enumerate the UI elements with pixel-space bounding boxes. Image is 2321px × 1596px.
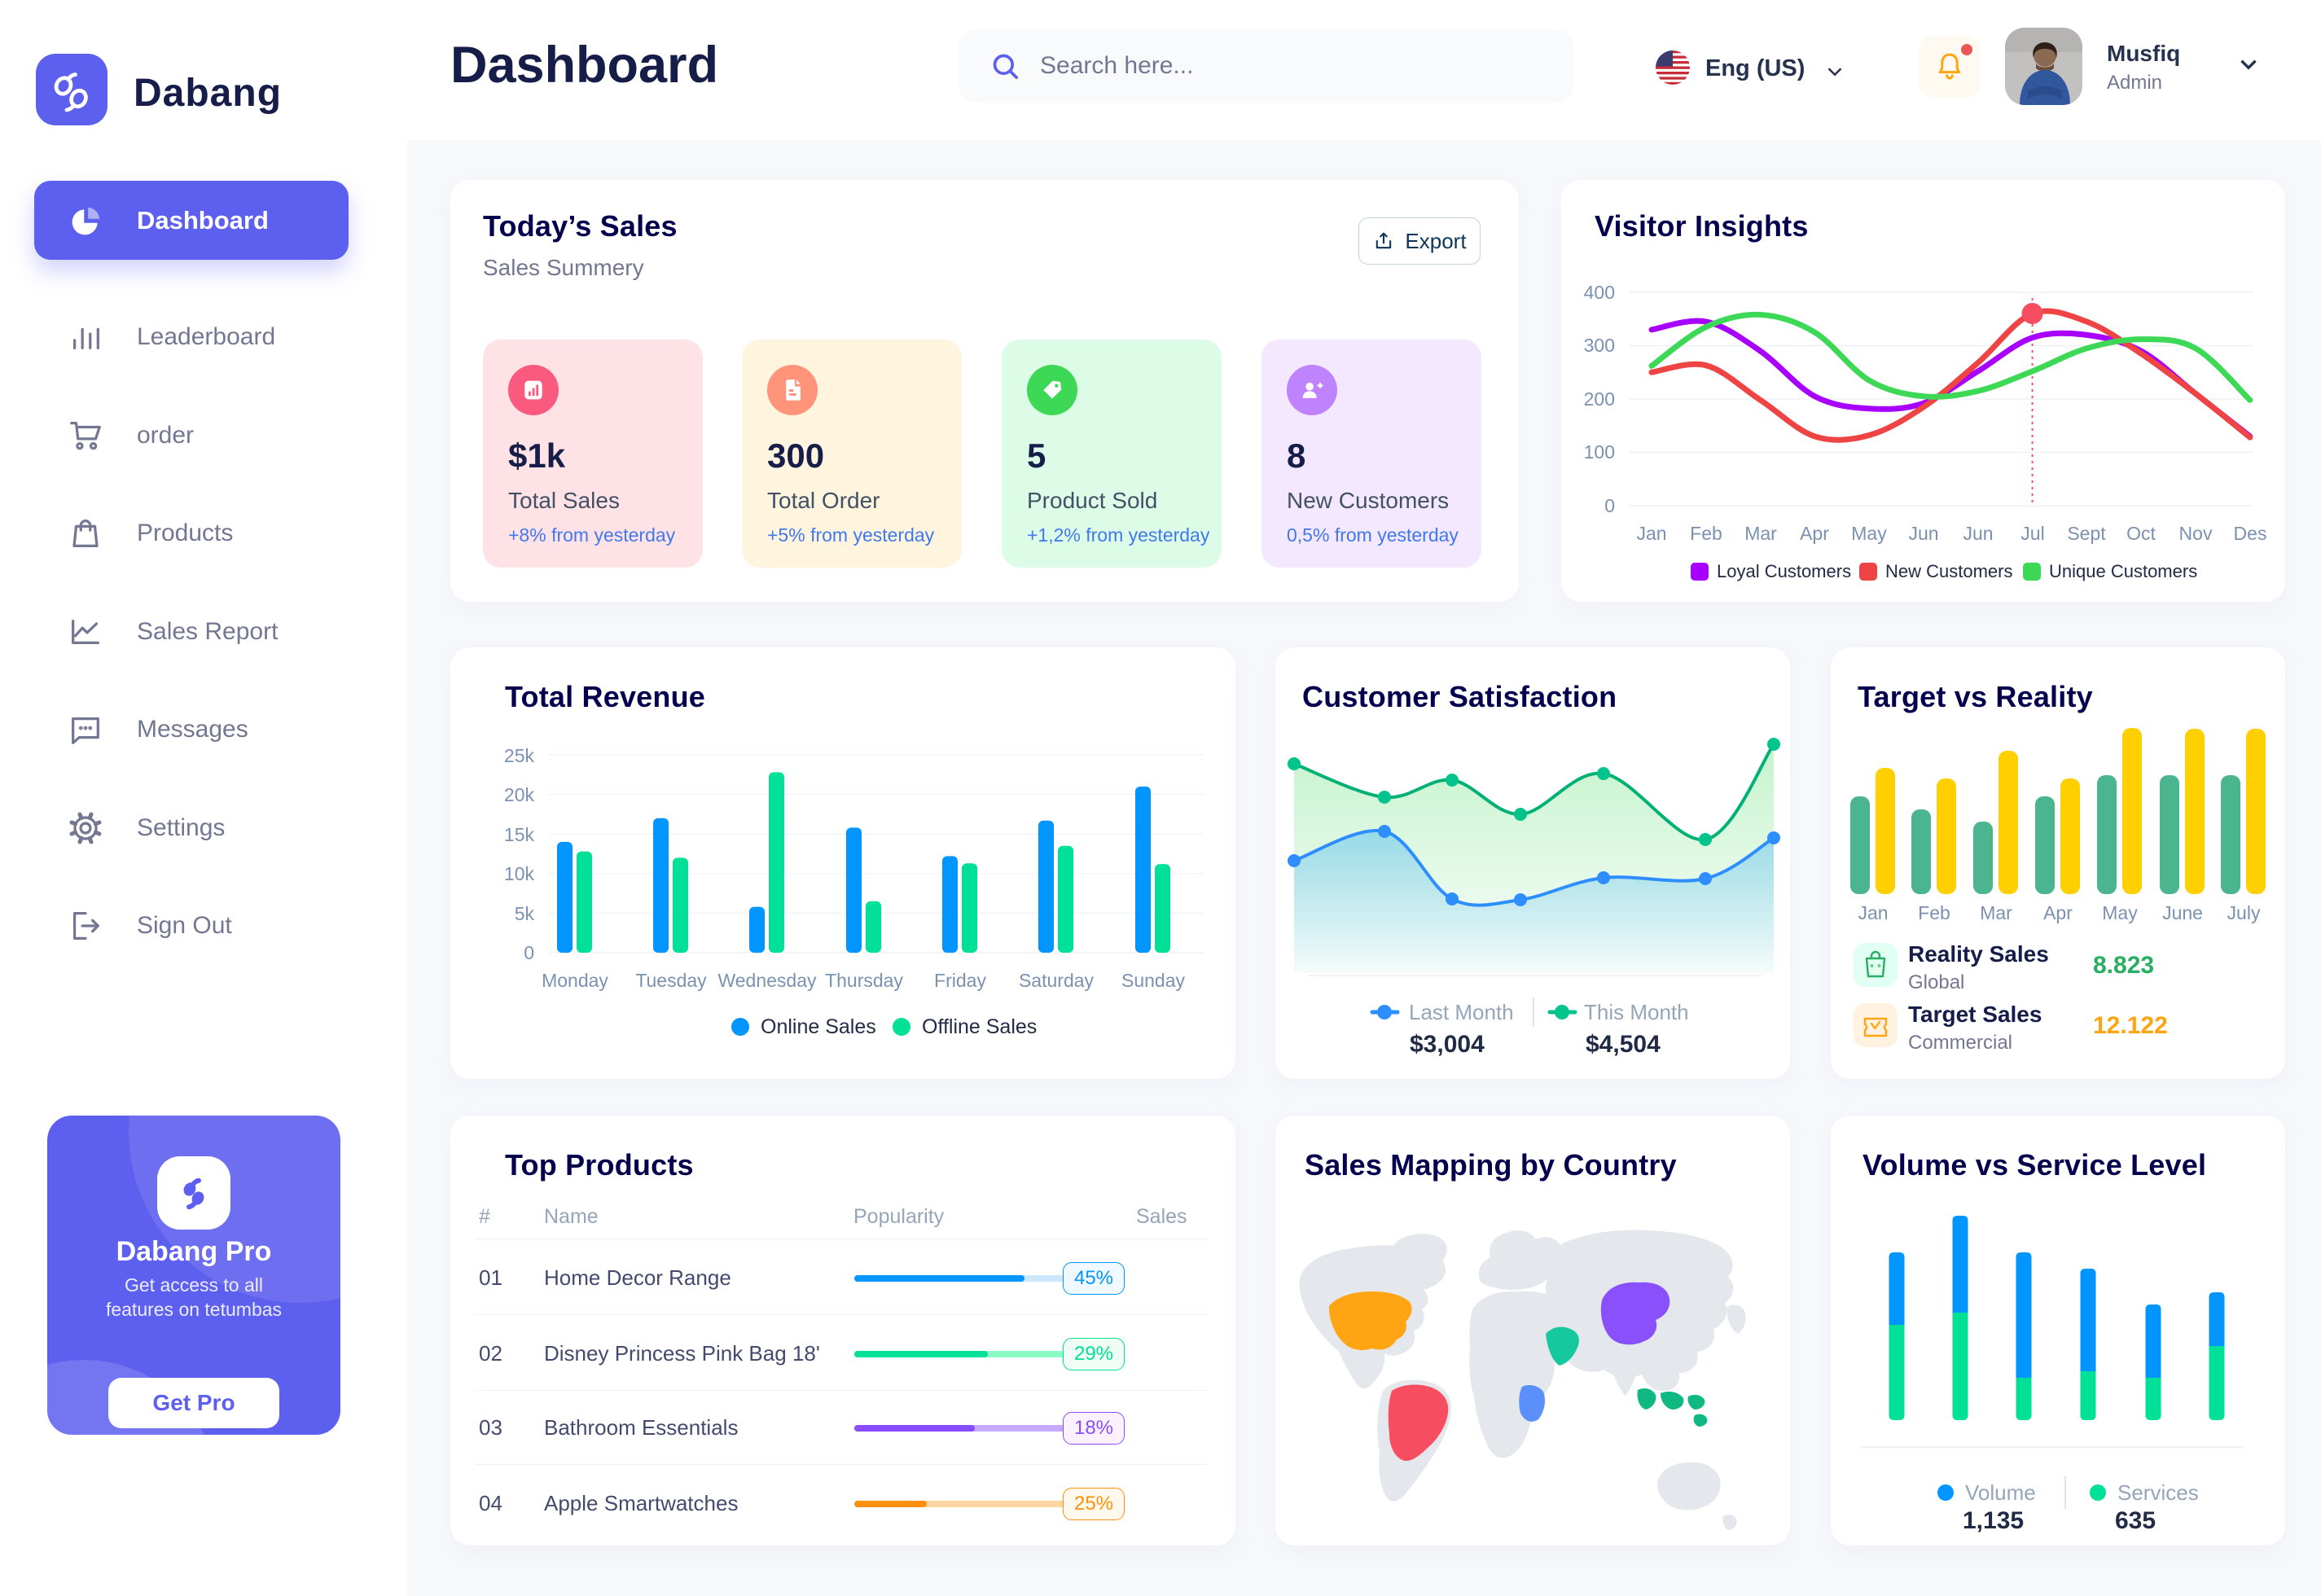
svg-text:20k: 20k (504, 784, 535, 805)
svg-text:10k: 10k (504, 863, 535, 884)
svg-text:0: 0 (1604, 495, 1615, 516)
svg-text:June: June (2162, 902, 2203, 923)
svg-text:Loyal Customers: Loyal Customers (1717, 561, 1851, 581)
svg-text:This Month: This Month (1584, 1000, 1689, 1024)
svg-text:Sunday: Sunday (1121, 970, 1186, 991)
svg-text:Offline Sales: Offline Sales (922, 1015, 1037, 1038)
svg-text:0: 0 (524, 942, 534, 963)
svg-text:Feb: Feb (1690, 523, 1722, 544)
svg-text:Friday: Friday (934, 970, 986, 991)
svg-text:Jul: Jul (2020, 523, 2044, 544)
svg-text:Apr: Apr (1800, 523, 1829, 544)
svg-text:Saturday: Saturday (1019, 970, 1095, 991)
svg-text:Sept: Sept (2067, 523, 2106, 544)
svg-text:Monday: Monday (542, 970, 608, 991)
svg-text:Last Month: Last Month (1409, 1000, 1514, 1024)
svg-text:Services: Services (2117, 1480, 2199, 1505)
svg-text:Nov: Nov (2179, 523, 2213, 544)
svg-text:400: 400 (1584, 282, 1615, 303)
svg-text:$3,004: $3,004 (1410, 1031, 1485, 1058)
svg-text:Jan: Jan (1636, 523, 1666, 544)
svg-text:May: May (1851, 523, 1887, 544)
svg-text:15k: 15k (504, 824, 535, 845)
svg-text:100: 100 (1584, 441, 1615, 463)
svg-text:Thursday: Thursday (825, 970, 903, 991)
svg-text:Mar: Mar (1744, 523, 1777, 544)
svg-text:8.823: 8.823 (2093, 952, 2154, 979)
svg-text:Volume: Volume (1965, 1480, 2036, 1505)
svg-text:Global: Global (1908, 971, 1964, 993)
svg-text:300: 300 (1584, 335, 1615, 356)
svg-text:Tuesday: Tuesday (635, 970, 707, 991)
svg-text:Reality Sales: Reality Sales (1908, 941, 2049, 967)
svg-text:Target Sales: Target Sales (1908, 1002, 2042, 1027)
svg-text:May: May (2102, 902, 2138, 923)
svg-text:Jan: Jan (1858, 902, 1888, 923)
svg-text:New Customers: New Customers (1885, 561, 2012, 581)
svg-text:635: 635 (2115, 1507, 2156, 1534)
svg-text:Apr: Apr (2043, 902, 2073, 923)
svg-text:$4,504: $4,504 (1586, 1031, 1661, 1058)
svg-text:Jun: Jun (1908, 523, 1938, 544)
svg-text:Wednesday: Wednesday (717, 970, 817, 991)
svg-text:200: 200 (1584, 388, 1615, 410)
svg-text:Online Sales: Online Sales (761, 1015, 876, 1038)
svg-text:1,135: 1,135 (1963, 1507, 2024, 1534)
svg-text:July: July (2227, 902, 2261, 923)
svg-text:Des: Des (2234, 523, 2267, 544)
svg-text:12.122: 12.122 (2093, 1012, 2168, 1039)
svg-text:Commercial: Commercial (1908, 1032, 2012, 1054)
svg-text:Jun: Jun (1963, 523, 1993, 544)
svg-text:25k: 25k (504, 745, 535, 766)
svg-text:Feb: Feb (1918, 902, 1950, 923)
svg-text:Unique Customers: Unique Customers (2049, 561, 2197, 581)
svg-text:Oct: Oct (2126, 523, 2156, 544)
svg-text:5k: 5k (515, 903, 535, 924)
svg-text:Mar: Mar (1980, 902, 2012, 923)
